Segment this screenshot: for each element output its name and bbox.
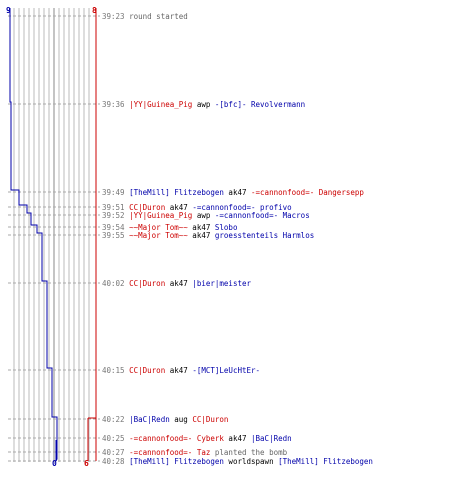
red-start-count: 8 xyxy=(92,6,97,15)
event-text: ak47 xyxy=(165,279,193,288)
event-text: [TheMill] Flitzebogen xyxy=(129,188,224,197)
event-row: 40:28 [TheMill] Flitzebogen worldspawn [… xyxy=(102,457,373,466)
event-row: 39:49 [TheMill] Flitzebogen ak47 -=canno… xyxy=(102,188,364,197)
event-text: -=cannonfood=- profivo xyxy=(192,203,292,212)
event-text: -=cannonfood=- Cyberk xyxy=(129,434,224,443)
blue-team-staircase xyxy=(9,8,58,462)
event-time: 39:23 xyxy=(102,12,130,21)
event-text: CC|Duron xyxy=(129,366,166,375)
event-text: ak47 xyxy=(187,231,215,240)
event-text: awp xyxy=(192,100,215,109)
event-row: 39:36 |YY|Guinea_Pig awp -[bfc]- Revolve… xyxy=(102,100,305,109)
event-text: CC|Duron xyxy=(192,415,229,424)
event-text: aug xyxy=(169,415,193,424)
event-time: 40:28 xyxy=(102,457,130,466)
event-text: |BaC|Redn xyxy=(129,415,170,424)
red-end-count: 6 xyxy=(84,459,89,468)
event-text: [TheMill] Flitzebogen xyxy=(129,457,224,466)
event-text: ak47 xyxy=(165,203,193,212)
event-text: |YY|Guinea_Pig xyxy=(129,100,193,109)
event-text: planted the bomb xyxy=(210,448,288,457)
event-text: -[MCT]LeUcHtEr- xyxy=(192,366,261,375)
event-row: 40:27 -=cannonfood=- Taz planted the bom… xyxy=(102,448,287,457)
event-text: -=cannonfood=- Taz xyxy=(129,448,211,457)
event-row: 39:55 ~~Major Tom~~ ak47 groesstenteils … xyxy=(102,231,314,240)
event-text: -[bfc]- Revolvermann xyxy=(214,100,306,109)
event-text: CC|Duron xyxy=(129,203,166,212)
event-text: |BaC|Redn xyxy=(251,434,292,443)
event-text: ak47 xyxy=(187,223,215,232)
event-text: -=cannonfood=- Dangersepp xyxy=(251,188,364,197)
event-row: 39:52 |YY|Guinea_Pig awp -=cannonfood=- … xyxy=(102,211,310,220)
event-text: -=cannonfood=- Macros xyxy=(214,211,310,220)
event-text: [TheMill] Flitzebogen xyxy=(278,457,373,466)
event-text: CC|Duron xyxy=(129,279,166,288)
event-time: 40:27 xyxy=(102,448,130,457)
event-time: 39:49 xyxy=(102,188,130,197)
event-text: worldspawn xyxy=(223,457,279,466)
event-time: 39:55 xyxy=(102,231,130,240)
event-row: 40:02 CC|Duron ak47 |bier|meister xyxy=(102,279,251,288)
event-text: groesstenteils Harmlos xyxy=(214,231,315,240)
event-row: 40:22 |BaC|Redn aug CC|Duron xyxy=(102,415,228,424)
event-text: |bier|meister xyxy=(192,279,252,288)
event-text: awp xyxy=(192,211,215,220)
event-time: 39:36 xyxy=(102,100,130,109)
event-time: 40:02 xyxy=(102,279,130,288)
event-row: 39:23 round started xyxy=(102,12,188,21)
blue-end-count: 0 xyxy=(52,459,57,468)
event-time: 39:54 xyxy=(102,223,130,232)
event-time: 39:51 xyxy=(102,203,130,212)
event-time: 39:52 xyxy=(102,211,130,220)
event-text: ak47 xyxy=(223,188,252,197)
event-text: Slobo xyxy=(214,223,238,232)
event-time: 40:15 xyxy=(102,366,130,375)
event-text: round started xyxy=(129,12,188,21)
event-row: 40:15 CC|Duron ak47 -[MCT]LeUcHtEr- xyxy=(102,366,260,375)
event-row: 39:51 CC|Duron ak47 -=cannonfood=- profi… xyxy=(102,203,292,212)
event-text: |YY|Guinea_Pig xyxy=(129,211,193,220)
event-text: ak47 xyxy=(165,366,193,375)
event-time: 40:22 xyxy=(102,415,130,424)
event-row: 40:25 -=cannonfood=- Cyberk ak47 |BaC|Re… xyxy=(102,434,292,443)
event-text: ak47 xyxy=(223,434,252,443)
event-row: 39:54 ~~Major Tom~~ ak47 Slobo xyxy=(102,223,237,232)
event-time: 40:25 xyxy=(102,434,130,443)
blue-start-count: 9 xyxy=(6,6,11,15)
event-text: ~~Major Tom~~ xyxy=(129,223,188,232)
event-text: ~~Major Tom~~ xyxy=(129,231,188,240)
